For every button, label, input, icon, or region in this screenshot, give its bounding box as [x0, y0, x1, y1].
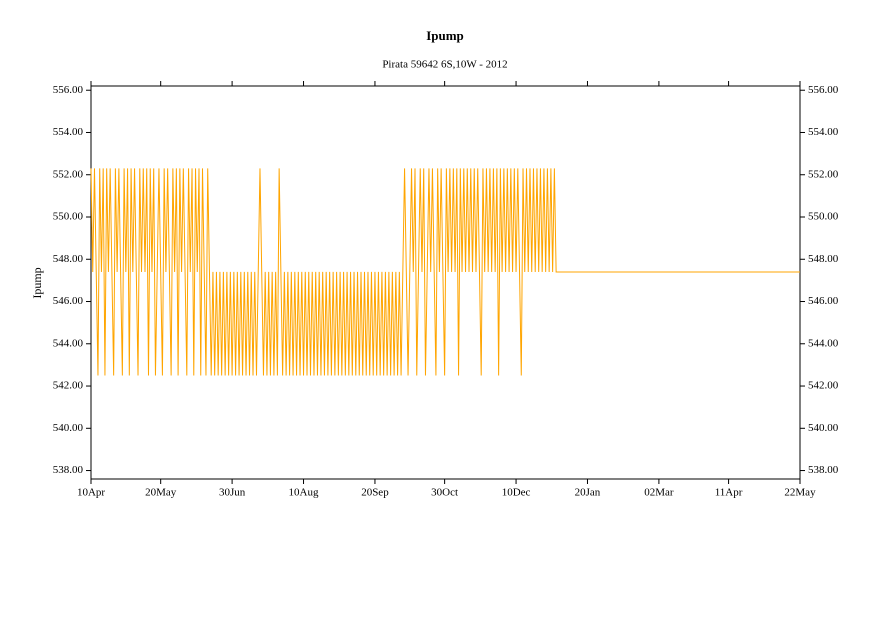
y-tick-label: 538.00 [53, 464, 84, 476]
y-tick-label: 550.00 [53, 211, 84, 223]
y-tick-label: 540.00 [53, 422, 84, 434]
y-tick-label: 548.00 [808, 253, 839, 265]
x-tick-label: 11Apr [715, 487, 743, 499]
x-tick-label: 20May [145, 487, 177, 499]
y-tick-label: 550.00 [808, 211, 839, 223]
y-tick-label: 544.00 [53, 337, 84, 349]
y-axis-label: Ipump [30, 267, 44, 298]
y-tick-label: 556.00 [808, 84, 839, 96]
x-tick-label: 10Dec [502, 487, 531, 499]
x-tick-label: 10Aug [289, 487, 319, 499]
x-tick-label: 20Jan [575, 487, 601, 499]
y-tick-label: 538.00 [808, 464, 839, 476]
y-tick-label: 546.00 [808, 295, 839, 307]
y-tick-label: 554.00 [53, 126, 84, 138]
x-tick-label: 30Jun [219, 487, 246, 499]
y-tick-label: 544.00 [808, 337, 839, 349]
chart-title: Ipump [426, 28, 464, 43]
y-tick-label: 552.00 [808, 168, 839, 180]
chart-subtitle: Pirata 59642 6S,10W - 2012 [382, 59, 507, 71]
y-tick-label: 546.00 [53, 295, 84, 307]
plot-frame [90, 85, 801, 480]
x-tick-label: 20Sep [361, 487, 389, 499]
x-tick-label: 22May [784, 487, 816, 499]
y-tick-label: 554.00 [808, 126, 839, 138]
data-line [90, 168, 800, 376]
y-tick-label: 542.00 [53, 380, 84, 392]
y-tick-label: 542.00 [808, 380, 839, 392]
y-tick-label: 540.00 [808, 422, 839, 434]
y-tick-label: 552.00 [53, 168, 84, 180]
y-tick-label: 548.00 [53, 253, 84, 265]
x-tick-label: 10Apr [77, 487, 105, 499]
x-tick-label: 30Oct [431, 487, 458, 499]
x-tick-label: 02Mar [644, 487, 674, 499]
y-tick-label: 556.00 [53, 84, 84, 96]
